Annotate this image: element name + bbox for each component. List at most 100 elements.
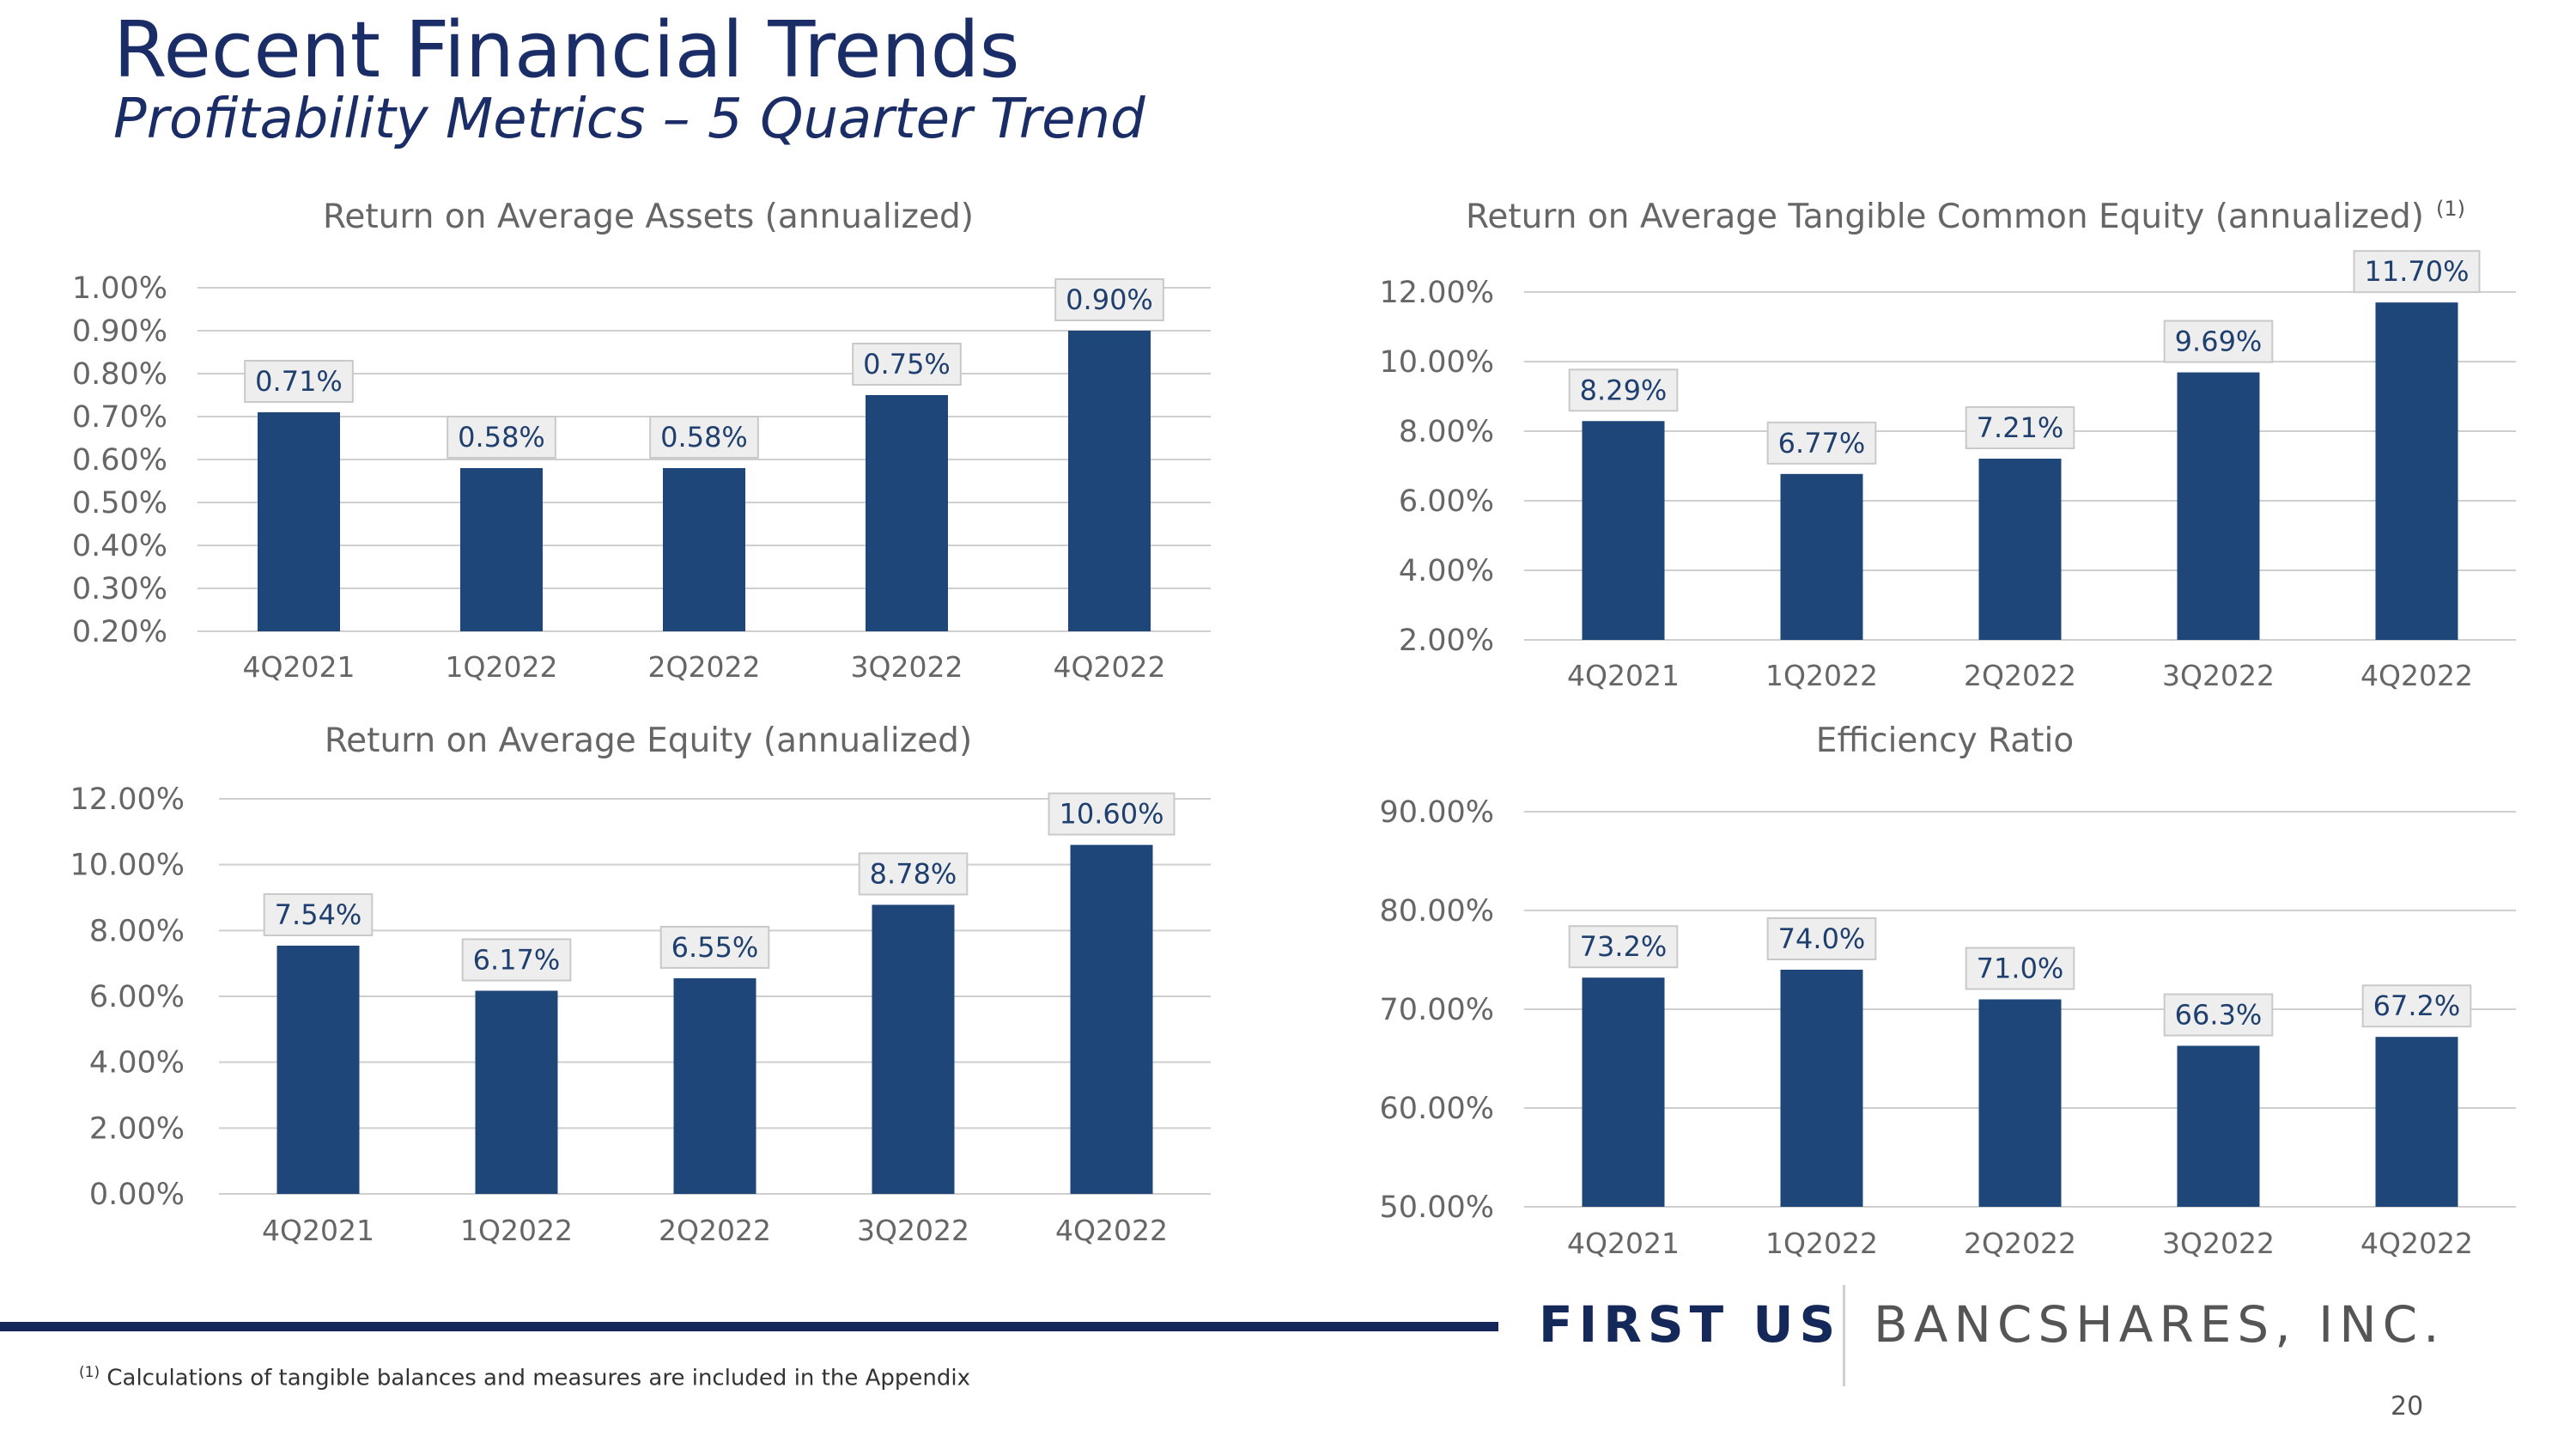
data-label-text: 73.2% xyxy=(1580,930,1668,963)
data-label-4q2022: 10.60% xyxy=(1048,794,1174,835)
data-label-text: 74.0% xyxy=(1778,922,1866,955)
data-label-4q2021: 73.2% xyxy=(1570,926,1678,967)
y-tick-label: 0.50% xyxy=(72,486,167,521)
data-label-text: 10.60% xyxy=(1059,798,1163,831)
bar-4q2022 xyxy=(2376,1037,2458,1207)
data-label-text: 0.75% xyxy=(863,348,951,381)
y-tick-label: 0.20% xyxy=(72,615,167,649)
y-tick-label: 2.00% xyxy=(1399,624,1494,658)
x-tick-label: 2Q2022 xyxy=(659,1214,771,1247)
x-tick-label: 4Q2022 xyxy=(1054,650,1166,684)
y-tick-label: 12.00% xyxy=(1380,276,1494,310)
bar-3q2022 xyxy=(872,904,955,1194)
y-tick-label: 6.00% xyxy=(1399,484,1494,519)
chart-return-on-average-assets: Return on Average Assets (annualized) 0.2… xyxy=(0,185,1254,700)
data-label-3q2022: 9.69% xyxy=(2165,321,2273,362)
data-label-4q2022: 67.2% xyxy=(2363,985,2471,1026)
y-tick-label: 60.00% xyxy=(1380,1092,1494,1126)
y-tick-label: 4.00% xyxy=(89,1046,185,1081)
bar-2q2022 xyxy=(663,468,745,631)
chart-return-on-tangible-common-equity: Return on Average Tangible Common Equity… xyxy=(1340,185,2576,700)
y-tick-label: 10.00% xyxy=(70,849,185,883)
data-label-2q2022: 0.58% xyxy=(650,417,758,458)
y-tick-label: 0.80% xyxy=(72,357,167,392)
x-tick-label: 2Q2022 xyxy=(1964,1227,2076,1260)
data-label-text: 0.71% xyxy=(255,365,343,398)
data-label-1q2022: 0.58% xyxy=(447,417,556,458)
bar-1q2022 xyxy=(460,468,543,631)
bar-1q2022 xyxy=(1781,474,1863,640)
bar-3q2022 xyxy=(2178,373,2260,640)
bar-3q2022 xyxy=(2178,1046,2260,1207)
x-tick-label: 4Q2021 xyxy=(243,650,355,684)
bar-2q2022 xyxy=(1979,459,2062,640)
data-label-4q2021: 0.71% xyxy=(245,361,353,402)
y-tick-label: 0.70% xyxy=(72,400,167,435)
data-label-4q2021: 7.54% xyxy=(264,894,373,935)
data-label-3q2022: 8.78% xyxy=(860,853,968,894)
y-tick-label: 90.00% xyxy=(1380,795,1494,830)
data-label-text: 67.2% xyxy=(2373,989,2461,1022)
logo-divider xyxy=(1843,1285,1845,1386)
bar-4q2022 xyxy=(2376,302,2458,640)
data-label-text: 0.58% xyxy=(660,421,748,454)
data-label-2q2022: 6.55% xyxy=(661,927,769,968)
data-label-1q2022: 74.0% xyxy=(1768,918,1876,959)
y-tick-label: 2.00% xyxy=(89,1111,185,1146)
chart-title: Efficiency Ratio xyxy=(1816,721,2074,760)
y-tick-label: 10.00% xyxy=(1380,345,1494,380)
x-tick-label: 4Q2022 xyxy=(2360,659,2473,692)
data-label-3q2022: 66.3% xyxy=(2165,995,2273,1036)
y-tick-label: 0.90% xyxy=(72,314,167,349)
data-label-2q2022: 7.21% xyxy=(1966,407,2075,448)
data-label-text: 11.70% xyxy=(2364,255,2469,288)
y-tick-label: 50.00% xyxy=(1380,1190,1494,1225)
x-tick-label: 3Q2022 xyxy=(857,1214,969,1247)
bar-4q2021 xyxy=(1583,977,1665,1207)
page-subtitle: Profitability Metrics – 5 Quarter Trend xyxy=(113,88,1145,151)
chart-title: Return on Average Tangible Common Equity… xyxy=(1466,198,2424,236)
y-tick-label: 8.00% xyxy=(1399,415,1494,449)
bar-4q2022 xyxy=(1068,331,1151,631)
y-tick-label: 0.30% xyxy=(72,572,167,606)
chart-title: Return on Average Assets (annualized) xyxy=(323,198,974,236)
data-label-text: 0.90% xyxy=(1066,283,1153,316)
data-label-4q2022: 0.90% xyxy=(1055,279,1163,320)
x-tick-label: 1Q2022 xyxy=(446,650,558,684)
x-tick-label: 4Q2021 xyxy=(1567,1227,1680,1260)
data-label-3q2022: 0.75% xyxy=(853,344,961,385)
y-tick-label: 6.00% xyxy=(89,980,185,1014)
data-label-text: 9.69% xyxy=(2175,326,2263,358)
x-tick-label: 1Q2022 xyxy=(460,1214,573,1247)
x-tick-label: 2Q2022 xyxy=(648,650,761,684)
footnote: (1) Calculations of tangible balances an… xyxy=(79,1364,970,1391)
x-tick-label: 4Q2022 xyxy=(1055,1214,1168,1247)
footnote-text: Calculations of tangible balances and me… xyxy=(106,1366,970,1391)
data-label-text: 6.55% xyxy=(671,931,759,964)
logo-first-us: FIRST US xyxy=(1539,1295,1841,1354)
bar-4q2021 xyxy=(258,412,340,631)
bar-4q2022 xyxy=(1071,845,1153,1194)
data-label-2q2022: 71.0% xyxy=(1966,948,2075,989)
page-title: Recent Financial Trends xyxy=(113,5,1020,95)
y-tick-label: 1.00% xyxy=(72,271,167,306)
data-label-text: 8.78% xyxy=(870,857,957,890)
x-tick-label: 3Q2022 xyxy=(851,650,963,684)
x-tick-label: 2Q2022 xyxy=(1964,659,2076,692)
data-label-4q2022: 11.70% xyxy=(2354,251,2479,292)
data-label-text: 8.29% xyxy=(1580,374,1668,406)
y-tick-label: 8.00% xyxy=(89,914,185,948)
data-label-text: 71.0% xyxy=(1977,953,2064,985)
y-tick-label: 0.00% xyxy=(89,1178,185,1212)
y-tick-label: 0.60% xyxy=(72,443,167,478)
bar-1q2022 xyxy=(476,990,558,1194)
x-tick-label: 3Q2022 xyxy=(2162,659,2275,692)
y-tick-label: 4.00% xyxy=(1399,554,1494,588)
data-label-text: 6.77% xyxy=(1778,427,1866,460)
y-tick-label: 70.00% xyxy=(1380,993,1494,1027)
bar-2q2022 xyxy=(674,978,756,1194)
x-tick-label: 4Q2021 xyxy=(262,1214,374,1247)
bar-3q2022 xyxy=(866,395,948,631)
chart-return-on-average-equity: Return on Average Equity (annualized) 0.0… xyxy=(0,713,1254,1271)
x-tick-label: 4Q2021 xyxy=(1567,659,1680,692)
